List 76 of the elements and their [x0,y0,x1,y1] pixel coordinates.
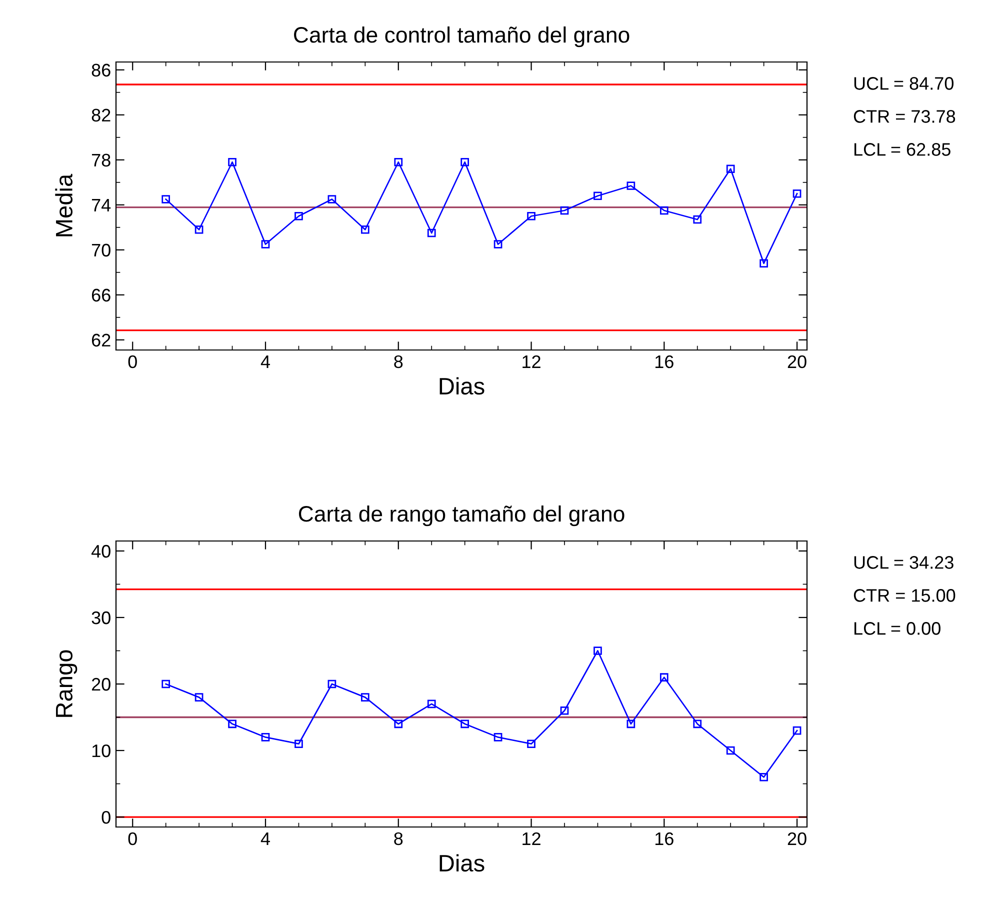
x-tick-label: 12 [522,832,540,845]
point [760,259,768,268]
y-tick-label: 62 [92,334,110,347]
x-tick-label: 4 [260,832,270,845]
point [194,693,204,702]
x-tick-label: 16 [655,355,674,368]
point [726,746,735,755]
point [693,720,702,728]
chart-title: Carta de control tamaño del grano [294,26,630,48]
y-tick-label: 0 [102,810,110,824]
point [693,215,702,224]
point [427,700,436,708]
point [162,680,170,688]
text: UCL = 84.70 [854,77,954,90]
y-tick-label: 20 [92,678,110,691]
point [294,740,303,748]
text: LCL = 0.00 [854,622,940,635]
chart-title: Carta de rango tamaño del grano [298,505,624,526]
point [328,680,336,688]
y-tick-label: 30 [92,611,110,624]
y-tick-label: 66 [92,288,110,302]
point [560,706,569,715]
point [328,195,336,204]
point [594,192,602,200]
x-tick-label: 20 [788,355,806,368]
point [494,240,502,248]
point [261,240,270,248]
point [360,225,370,234]
text: CTR = 15.00 [854,589,956,602]
x-tick-label: 4 [260,356,270,368]
point [294,212,303,220]
y-axis-title: Media [55,174,72,236]
text: LCL = 62.85 [854,143,950,156]
x-tick-label: 20 [788,832,806,846]
point [792,189,802,198]
y-tick-label: 10 [92,744,110,758]
y-tick-label: 78 [92,154,110,167]
point [726,164,735,174]
point [228,720,236,728]
point [626,182,636,190]
point [626,720,636,728]
point [660,673,668,682]
point [261,733,270,742]
text: UCL = 34.23 [854,556,954,569]
point [760,772,768,782]
point [394,158,403,166]
text: CTR = 73.78 [854,110,956,123]
point [527,212,536,220]
point [360,693,370,702]
x-axis-title: Dias [440,854,484,872]
point [194,225,204,234]
y-axis-title: Rango [56,650,78,717]
x-tick-label: 0 [128,355,137,368]
x-axis-title: Dias [440,377,484,395]
point [792,726,802,735]
point [162,195,170,204]
y-tick-label: 70 [92,244,110,257]
point [594,646,602,655]
y-tick-label: 82 [92,108,110,122]
point [494,733,502,742]
point [427,228,436,238]
y-tick-label: 74 [92,198,111,212]
x-tick-label: 0 [128,832,137,846]
point [527,740,536,748]
point [228,158,236,166]
x-tick-label: 16 [655,832,674,846]
x-tick-label: 8 [394,832,403,846]
y-tick-label: 40 [91,544,110,558]
point [560,206,569,215]
point [460,158,469,166]
point [460,720,469,728]
x-tick-label: 12 [522,355,540,368]
point [394,720,403,728]
x-tick-label: 8 [394,355,403,368]
y-tick-label: 86 [92,64,110,77]
point [660,206,668,215]
